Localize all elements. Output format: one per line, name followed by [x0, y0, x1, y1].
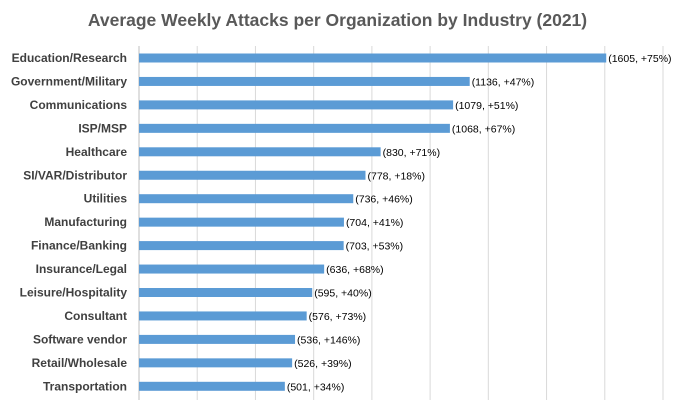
- data-label: (704, +41%): [346, 217, 404, 229]
- labels-layer: Education/Research (1605, +75%) Government…: [11, 51, 672, 393]
- chart-title: Average Weekly Attacks per Organization …: [87, 10, 588, 30]
- category-label: Consultant: [64, 309, 127, 323]
- bar: [139, 241, 344, 251]
- data-label: (536, +146%): [297, 334, 360, 346]
- category-label: Insurance/Legal: [36, 262, 127, 276]
- category-label: Transportation: [43, 379, 127, 393]
- bar: [139, 76, 470, 86]
- category-label: Government/Military: [11, 74, 127, 88]
- data-label: (830, +71%): [383, 147, 441, 159]
- bar: [139, 123, 450, 133]
- category-label: Leisure/Hospitality: [20, 286, 128, 300]
- bar: [139, 381, 285, 391]
- category-label: Healthcare: [66, 145, 128, 159]
- data-label: (526, +39%): [294, 358, 352, 370]
- data-label: (1079, +51%): [455, 100, 518, 112]
- bar: [139, 53, 607, 63]
- data-label: (595, +40%): [314, 288, 372, 300]
- bar: [139, 334, 296, 344]
- data-label: (778, +18%): [367, 170, 425, 182]
- category-label: SI/VAR/Distributor: [23, 168, 127, 182]
- data-label: (736, +46%): [355, 194, 413, 206]
- data-label: (1136, +47%): [472, 76, 535, 88]
- category-label: Retail/Wholesale: [32, 356, 128, 370]
- data-label: (576, +73%): [309, 311, 367, 323]
- bar: [139, 147, 381, 157]
- bar: [139, 217, 344, 227]
- data-label: (501, +34%): [287, 381, 345, 393]
- category-label: Manufacturing: [44, 215, 127, 229]
- bar: [139, 358, 293, 368]
- data-label: (1068, +67%): [452, 123, 515, 135]
- data-label: (703, +53%): [346, 241, 404, 253]
- bar: [139, 100, 454, 110]
- data-label: (636, +68%): [326, 264, 384, 276]
- category-label: Software vendor: [33, 332, 127, 346]
- category-label: Communications: [30, 98, 128, 112]
- bar: [139, 264, 325, 274]
- category-label: Finance/Banking: [31, 239, 127, 253]
- data-label: (1605, +75%): [608, 53, 671, 65]
- bar: [139, 194, 354, 204]
- category-label: Utilities: [84, 192, 128, 206]
- bars-layer: [139, 53, 607, 391]
- category-label: ISP/MSP: [78, 121, 127, 135]
- bar: [139, 288, 313, 297]
- category-label: Education/Research: [12, 51, 127, 65]
- bar: [139, 170, 366, 180]
- bar: [139, 311, 307, 321]
